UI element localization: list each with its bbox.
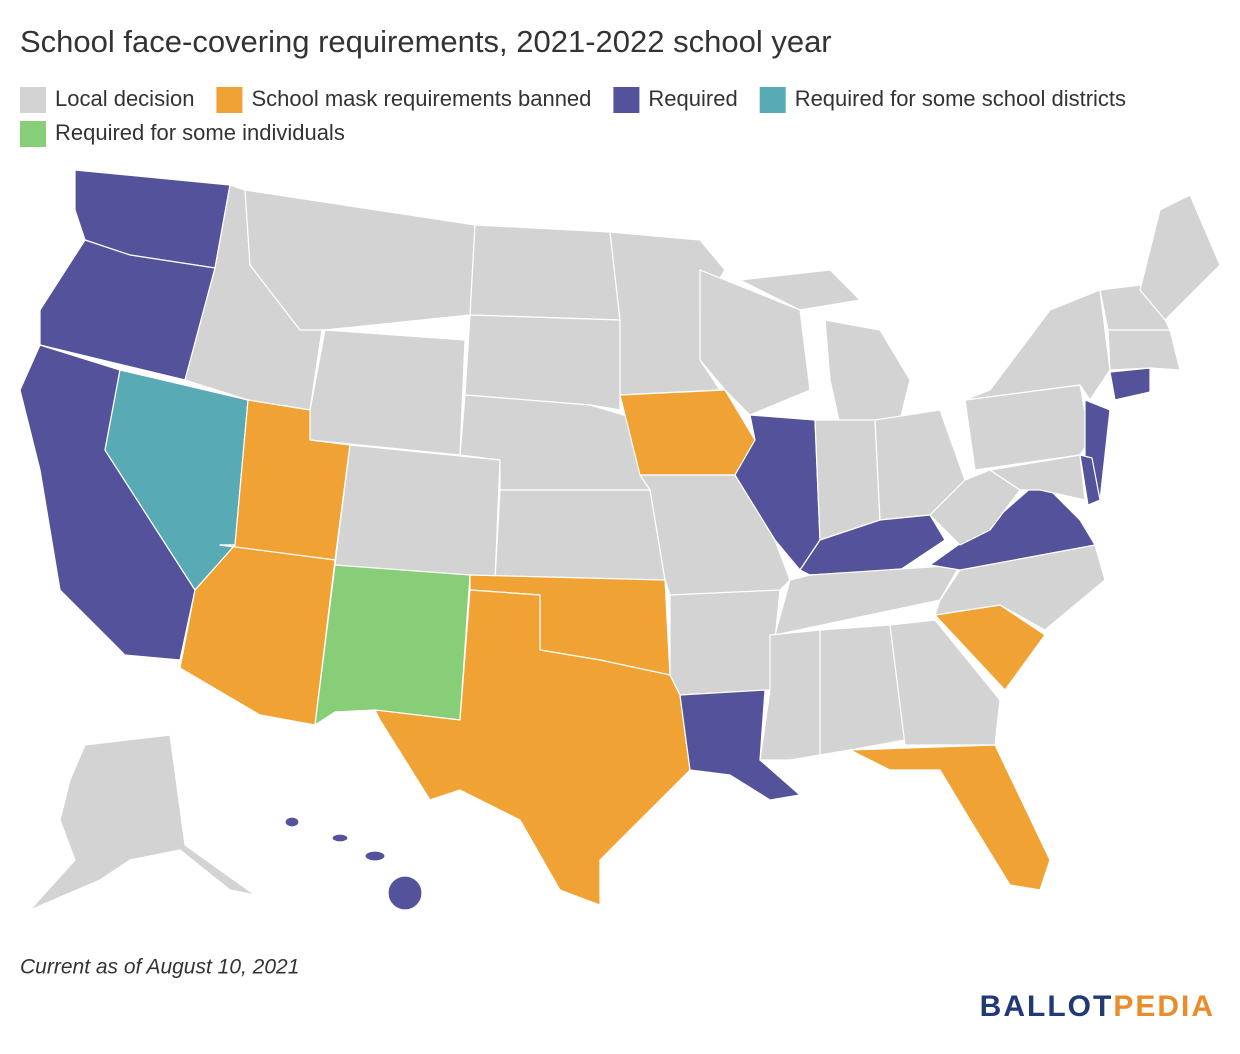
- state: [1139, 194, 1221, 321]
- state: [334, 444, 501, 581]
- title: School face-covering requirements, 2021-…: [20, 24, 832, 59]
- legend: Local decision School mask requirements b…: [20, 86, 1126, 147]
- state: [814, 419, 881, 541]
- state: [989, 454, 1086, 501]
- note: Current as of August 10, 2021: [20, 956, 299, 979]
- state: [374, 589, 691, 906]
- state: [284, 816, 300, 828]
- legend-label: School mask requirements banned: [251, 86, 591, 111]
- legend-swatch: [216, 87, 243, 113]
- legend-swatch: [20, 121, 46, 147]
- logo-part: PEDIA: [1113, 990, 1215, 1023]
- state: [387, 875, 423, 911]
- state: [331, 833, 349, 843]
- state: [309, 329, 466, 456]
- state: [1107, 329, 1181, 371]
- legend-swatch: [759, 87, 786, 113]
- state: [1079, 454, 1101, 506]
- state: [29, 734, 256, 911]
- logo: BALLOTPEDIA: [980, 990, 1215, 1023]
- us-map: [19, 169, 1221, 911]
- state: [1109, 367, 1151, 401]
- legend-label: Required for some individuals: [55, 120, 345, 145]
- state: [314, 564, 471, 726]
- state: [679, 689, 801, 801]
- state: [824, 319, 911, 426]
- legend-swatch: [613, 87, 640, 113]
- state: [619, 389, 756, 476]
- legend-label: Required: [648, 86, 737, 111]
- state: [964, 289, 1111, 401]
- legend-swatch: [20, 87, 46, 113]
- state: [699, 269, 811, 416]
- state: [849, 744, 1051, 891]
- state: [1099, 284, 1171, 331]
- state: [464, 314, 621, 411]
- logo-part: BALLOT: [980, 990, 1114, 1023]
- state: [494, 489, 666, 581]
- state: [774, 564, 961, 636]
- state: [739, 269, 861, 311]
- legend-label: Required for some school districts: [795, 86, 1126, 111]
- state: [819, 624, 906, 756]
- state: [889, 619, 1001, 746]
- legend-label: Local decision: [55, 86, 194, 111]
- state: [469, 224, 621, 321]
- state: [669, 589, 781, 696]
- state: [364, 850, 386, 862]
